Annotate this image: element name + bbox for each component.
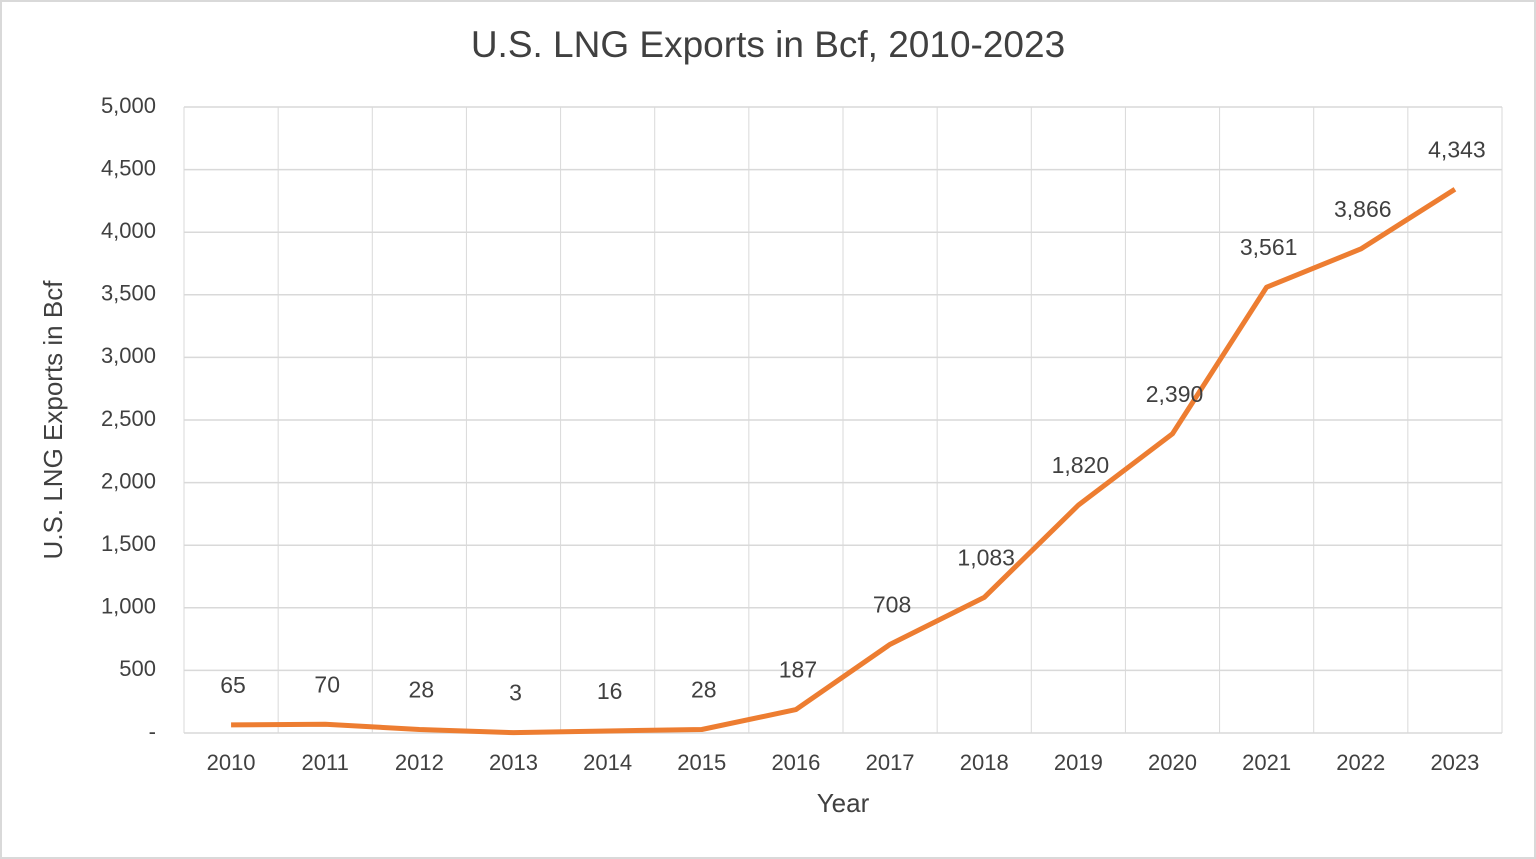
x-tick-label: 2018 [960,750,1009,775]
x-tick-label: 2022 [1336,750,1385,775]
data-label: 4,343 [1428,136,1486,162]
y-tick-label: 1,000 [101,594,156,619]
data-line [231,187,1457,736]
x-tick-label: 2019 [1054,750,1103,775]
x-tick-label: 2014 [583,750,632,775]
chart-title: U.S. LNG Exports in Bcf, 2010-2023 [471,24,1065,65]
x-tick-label: 2015 [677,750,726,775]
x-tick-label: 2011 [302,750,349,775]
data-label: 28 [409,677,435,703]
y-tick-label: 4,000 [101,218,156,243]
data-label: 65 [220,672,246,698]
y-tick-label: 500 [119,656,156,681]
data-label: 28 [691,677,717,703]
y-tick-label: - [149,719,156,744]
x-tick-label: 2013 [489,750,538,775]
data-label: 1,820 [1052,452,1110,478]
x-tick-label: 2020 [1148,750,1197,775]
data-label: 70 [314,671,340,697]
data-label: 708 [873,591,911,617]
x-tick-label: 2012 [395,750,444,775]
data-label: 16 [597,678,623,704]
y-tick-label: 5,000 [101,93,156,118]
x-tick-label: 2010 [207,750,256,775]
x-tick-label: 2023 [1430,750,1479,775]
data-label: 3 [509,680,522,706]
y-tick-label: 3,500 [101,281,156,306]
y-tick-label: 2,500 [101,406,156,431]
data-label: 3,561 [1240,234,1298,260]
y-tick-label: 1,500 [101,531,156,556]
data-label: 2,390 [1146,381,1204,407]
x-tick-label: 2017 [866,750,915,775]
y-tick-label: 2,000 [101,468,156,493]
y-tick-label: 4,500 [101,155,156,180]
y-tick-label: 3,000 [101,343,156,368]
data-label: 3,866 [1334,196,1392,222]
data-label: 187 [779,657,817,683]
x-axis-title: Year [817,788,870,818]
x-tick-label: 2016 [771,750,820,775]
data-label: 1,083 [957,544,1015,570]
y-axis-title: U.S. LNG Exports in Bcf [38,280,68,560]
x-tick-label: 2021 [1242,750,1291,775]
